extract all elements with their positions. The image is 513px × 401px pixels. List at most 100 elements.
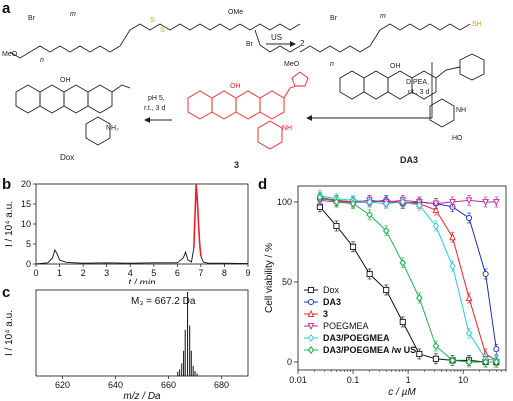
legend-label: DA3/POEGMEA <box>323 333 390 343</box>
scheme-meo-left: MeO <box>2 51 18 58</box>
scheme-us-multiplier: 2 <box>300 39 305 48</box>
x-tick-label: 0 <box>33 268 38 278</box>
legend-label: Dox <box>323 285 340 295</box>
scheme-br-right: Br <box>246 41 254 48</box>
legend-label: DA3 <box>323 297 341 307</box>
data-point <box>307 334 315 342</box>
data-point <box>482 358 489 366</box>
data-point <box>493 346 500 353</box>
x-tick-label: 5 <box>151 268 156 278</box>
chromatogram-chart: 0 1 2 3 4 5 6 7 8 9 0 5 10 15 20 t / min I / 10⁴ a.u. <box>4 179 251 284</box>
data-point <box>307 309 315 318</box>
data-point <box>349 199 357 208</box>
data-point <box>465 197 473 205</box>
scheme-ome-left: OMe <box>228 9 243 16</box>
data-point <box>316 193 324 202</box>
x-axis-label: t / min <box>128 278 156 284</box>
data-point <box>366 270 373 278</box>
reaction-scheme: MeO OMe Br Br m n S S US 2 MeO Br m n SH… <box>2 9 485 170</box>
y-tick-label: 5 <box>26 239 31 249</box>
scheme-ph-label: pH 5, <box>148 95 165 102</box>
scheme-m-right: m <box>380 13 386 20</box>
thiol-backbone <box>299 45 371 53</box>
data-point <box>350 243 357 250</box>
polymer-sidechain-right <box>254 29 301 53</box>
x-tick-label: 3 <box>104 268 109 278</box>
legend-label: POEGMEA <box>323 321 369 331</box>
x-tick-label: 1 <box>406 375 411 385</box>
spectrum-annotation: M₃ = 667.2 Da <box>131 296 196 307</box>
y-tick-label: 10 <box>21 219 31 229</box>
arrow-ph-head <box>144 117 150 123</box>
x-tick-label: 2 <box>81 268 86 278</box>
y-tick-label: 15 <box>21 199 31 209</box>
data-point <box>416 201 423 210</box>
data-point <box>307 298 315 306</box>
data-point <box>465 293 473 302</box>
chromatogram-peak-highlight <box>193 183 202 257</box>
data-point <box>465 329 473 338</box>
data-point <box>416 350 423 358</box>
plot-frame <box>35 289 249 377</box>
scheme-da3-label: DA3 <box>400 155 418 165</box>
data-point <box>432 205 440 214</box>
y-tick-label: 20 <box>21 179 31 189</box>
y-axis-label: I / 10⁴ a.u. <box>4 310 15 356</box>
polymer-backbone-left <box>29 45 121 53</box>
chromatogram-line <box>35 183 249 265</box>
data-point <box>449 262 456 270</box>
data-point <box>432 200 440 208</box>
scheme-br-left: Br <box>28 15 36 22</box>
scheme-compound3-label: 3 <box>234 160 239 170</box>
scheme-nh-da3: NH <box>456 107 466 114</box>
data-point <box>366 210 373 219</box>
data-point <box>307 346 315 354</box>
polymer-sidechain-left <box>9 51 31 59</box>
data-point <box>432 222 440 230</box>
data-point <box>307 286 315 294</box>
x-tick-label: 1 <box>57 268 62 278</box>
x-tick-label: 6 <box>175 268 180 278</box>
data-point <box>449 198 456 207</box>
da3-structure <box>339 53 485 128</box>
y-tick-label: 0 <box>287 357 292 367</box>
scheme-s2: S <box>160 27 165 34</box>
scheme-sh: SH <box>472 21 482 28</box>
data-point <box>307 322 315 331</box>
x-tick-label: 9 <box>245 268 250 278</box>
y-tick-label: 0 <box>26 259 31 269</box>
x-tick-label: 4 <box>128 268 133 278</box>
data-point <box>399 318 406 326</box>
legend-label: DA3/POEGMEA /w US <box>323 345 416 355</box>
data-point <box>482 270 489 278</box>
y-tick-label: 100 <box>277 197 292 207</box>
scheme-oh3: OH <box>390 63 401 70</box>
x-tick-label: 0.1 <box>347 375 360 385</box>
mass-spectrum-chart: 620 640 660 680 M₃ = 667.2 Da m/z / Da I / 10⁴… <box>4 289 249 401</box>
scheme-oh2: OH <box>230 83 241 90</box>
viability-line <box>319 199 497 205</box>
data-point <box>333 222 340 230</box>
x-tick-label: 10 <box>458 375 468 385</box>
y-axis-label: I / 10⁴ a.u. <box>4 201 15 247</box>
scheme-nh2: NH₂ <box>106 125 119 132</box>
scheme-meo-right: MeO <box>284 61 300 68</box>
scheme-us-label: US <box>271 33 282 42</box>
data-point <box>449 356 456 365</box>
dox-structure <box>15 84 131 146</box>
scheme-nh: NH <box>282 125 292 132</box>
data-point <box>493 198 500 207</box>
x-tick-label: 660 <box>161 380 176 390</box>
data-point <box>383 199 390 208</box>
scheme-dox-label: Dox <box>60 153 74 162</box>
scheme-br-right2: Br <box>330 15 338 22</box>
data-point <box>383 286 390 294</box>
data-point <box>482 198 489 207</box>
plot-frame <box>35 183 249 265</box>
data-point <box>366 198 373 206</box>
scheme-s1: S <box>150 17 155 24</box>
plot-frame <box>297 185 507 371</box>
y-tick-label: 50 <box>282 277 292 287</box>
polymer-chain-right <box>239 23 301 31</box>
data-point <box>399 258 407 267</box>
